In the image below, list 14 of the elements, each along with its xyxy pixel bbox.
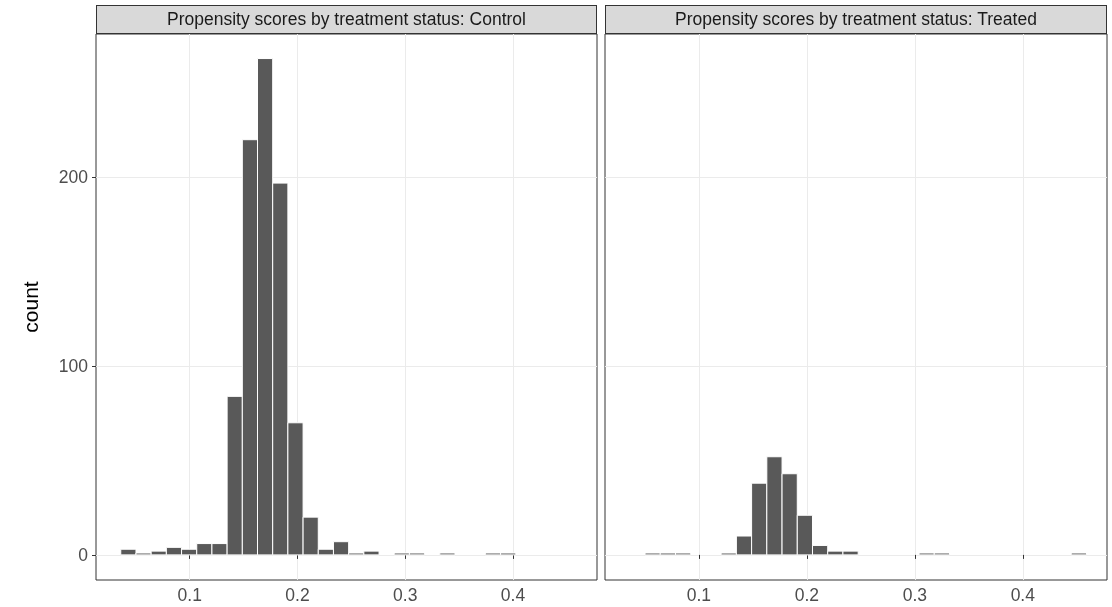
- y-tick-label: 0: [78, 544, 89, 565]
- x-tick-label: 0.3: [902, 585, 927, 605]
- x-tick-label: 0.1: [177, 585, 202, 605]
- x-tick-label: 0.3: [393, 585, 418, 605]
- x-tick-label: 0.4: [500, 585, 526, 605]
- x-tick-label: 0.4: [1010, 585, 1036, 605]
- x-tick-label: 0.2: [794, 585, 820, 605]
- y-tick-label: 100: [58, 356, 89, 377]
- y-tick-label: 200: [58, 167, 89, 188]
- y-axis-title: count: [19, 281, 42, 333]
- x-tick-label: 0.2: [285, 585, 310, 605]
- chart-title: Propensity scores by treatment status: Control: [96, 5, 597, 34]
- x-tick-label: 0.1: [686, 585, 712, 605]
- chart-title: Propensity scores by treatment status: Treated: [605, 5, 1107, 34]
